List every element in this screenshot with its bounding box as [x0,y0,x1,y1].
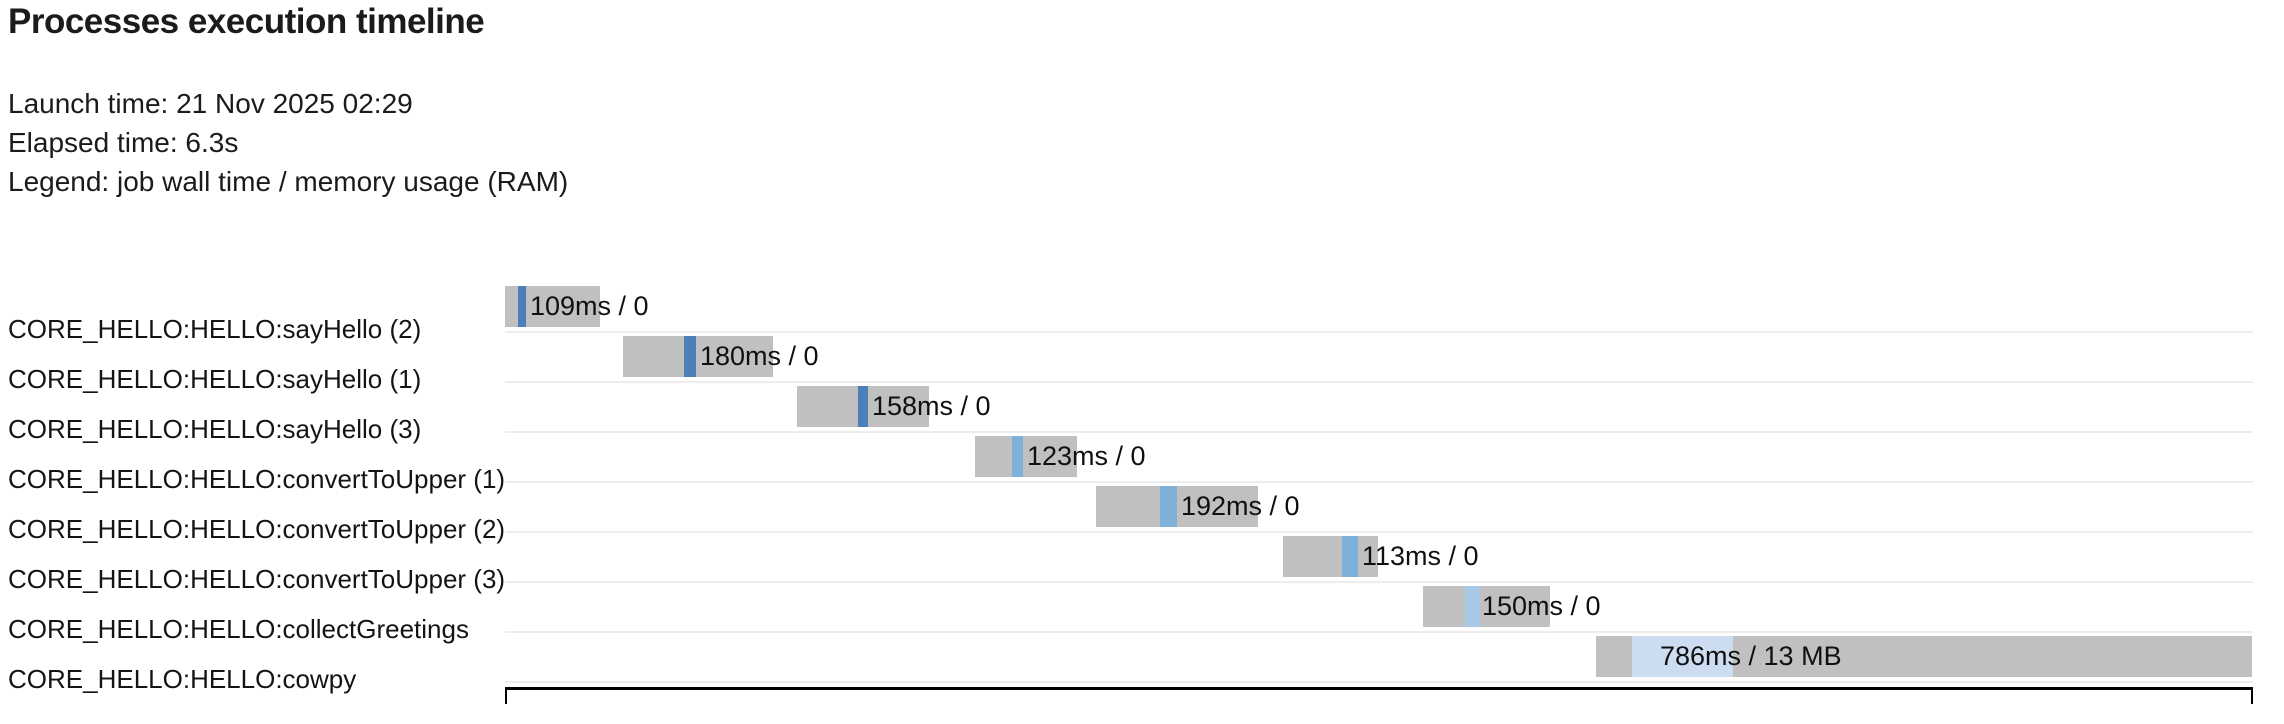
task-duration-label: 113ms / 0 [1362,541,1479,571]
row-separator [505,581,2253,583]
elapsed-time-text: Elapsed time: 6.3s [8,127,239,158]
process-label: CORE_HELLO:HELLO:convertToUpper (2) [8,514,506,544]
process-label: CORE_HELLO:HELLO:collectGreetings [8,614,469,644]
task-run-segment [1632,636,1733,677]
task-run-segment [518,286,526,327]
row-separator [505,481,2253,483]
cropped-bottom-box [505,687,2253,704]
row-separator [505,681,2253,683]
task-bar[interactable] [1096,486,1258,527]
row-separator [505,631,2253,633]
process-label: CORE_HELLO:HELLO:convertToUpper (1) [8,464,506,494]
task-run-segment [858,386,868,427]
task-bar[interactable] [797,386,929,427]
process-label: CORE_HELLO:HELLO:sayHello (1) [8,364,422,394]
row-separator [505,381,2253,383]
row-separator [505,431,2253,433]
launch-time-text: Launch time: 21 Nov 2025 02:29 [8,88,413,119]
task-bar[interactable] [1423,586,1550,627]
task-duration-label: 150ms / 0 [1482,591,1601,621]
task-bar[interactable] [505,286,600,327]
task-bar[interactable] [623,336,773,377]
process-label: CORE_HELLO:HELLO:sayHello (3) [8,414,422,444]
task-run-segment [684,336,696,377]
task-duration-label: 109ms / 0 [530,291,649,321]
task-bar[interactable] [1596,636,2252,677]
task-bar[interactable] [1283,536,1378,577]
row-separator [505,331,2253,333]
process-label: CORE_HELLO:HELLO:cowpy [8,664,357,694]
task-run-segment [1012,436,1023,477]
page-title: Processes execution timeline [8,2,485,41]
task-run-segment [1160,486,1177,527]
legend-text: Legend: job wall time / memory usage (RA… [8,166,569,197]
task-duration-label: 180ms / 0 [700,341,819,371]
report-meta: Launch time: 21 Nov 2025 02:29 Elapsed t… [8,84,568,201]
process-label: CORE_HELLO:HELLO:sayHello (2) [8,314,422,344]
task-bar[interactable] [975,436,1077,477]
task-duration-label: 123ms / 0 [1027,441,1146,471]
task-run-segment [1465,586,1480,627]
task-duration-label: 192ms / 0 [1181,491,1300,521]
task-run-segment [1342,536,1358,577]
task-duration-label: 158ms / 0 [872,391,991,421]
process-label: CORE_HELLO:HELLO:convertToUpper (3) [8,564,506,594]
row-separator [505,531,2253,533]
task-duration-label: 786ms / 13 MB [1660,641,1842,671]
